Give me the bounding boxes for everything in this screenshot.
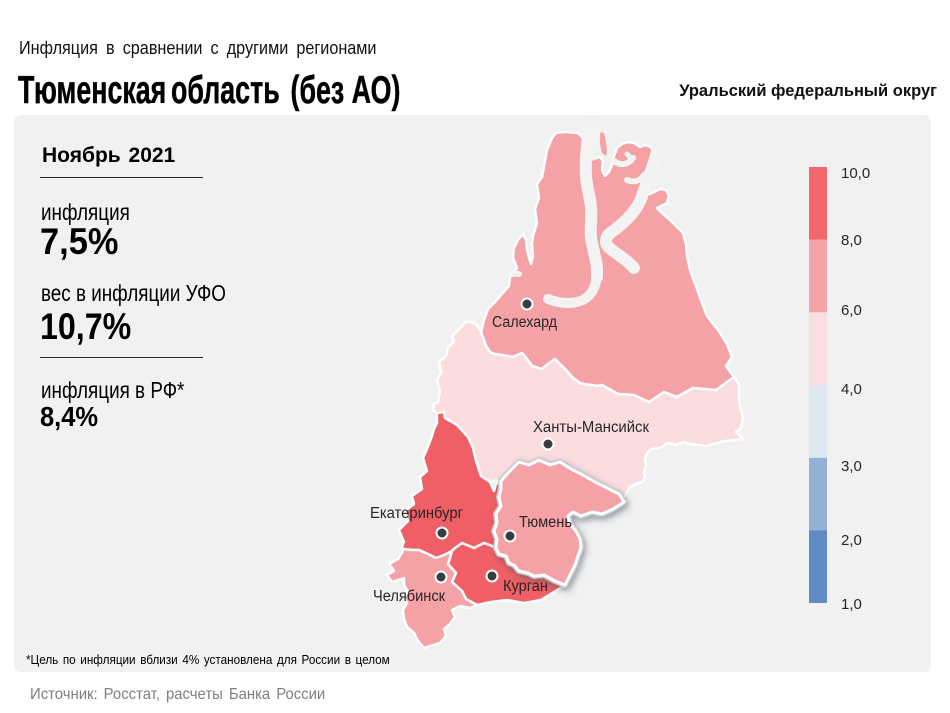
svg-text:Ханты-Мансийск: Ханты-Мансийск <box>533 419 649 436</box>
svg-text:Екатеринбург: Екатеринбург <box>370 505 463 522</box>
svg-text:2,0: 2,0 <box>841 532 862 549</box>
svg-text:10,0: 10,0 <box>841 165 870 182</box>
svg-text:4,0: 4,0 <box>841 381 862 398</box>
svg-text:8,0: 8,0 <box>841 232 862 249</box>
svg-text:Салехард: Салехард <box>492 314 557 331</box>
svg-text:1,0: 1,0 <box>841 596 862 613</box>
svg-text:3,0: 3,0 <box>841 458 862 475</box>
svg-text:Курган: Курган <box>503 578 548 595</box>
svg-text:Челябинск: Челябинск <box>373 588 445 605</box>
svg-text:6,0: 6,0 <box>841 302 862 319</box>
svg-text:Тюмень: Тюмень <box>519 514 572 531</box>
